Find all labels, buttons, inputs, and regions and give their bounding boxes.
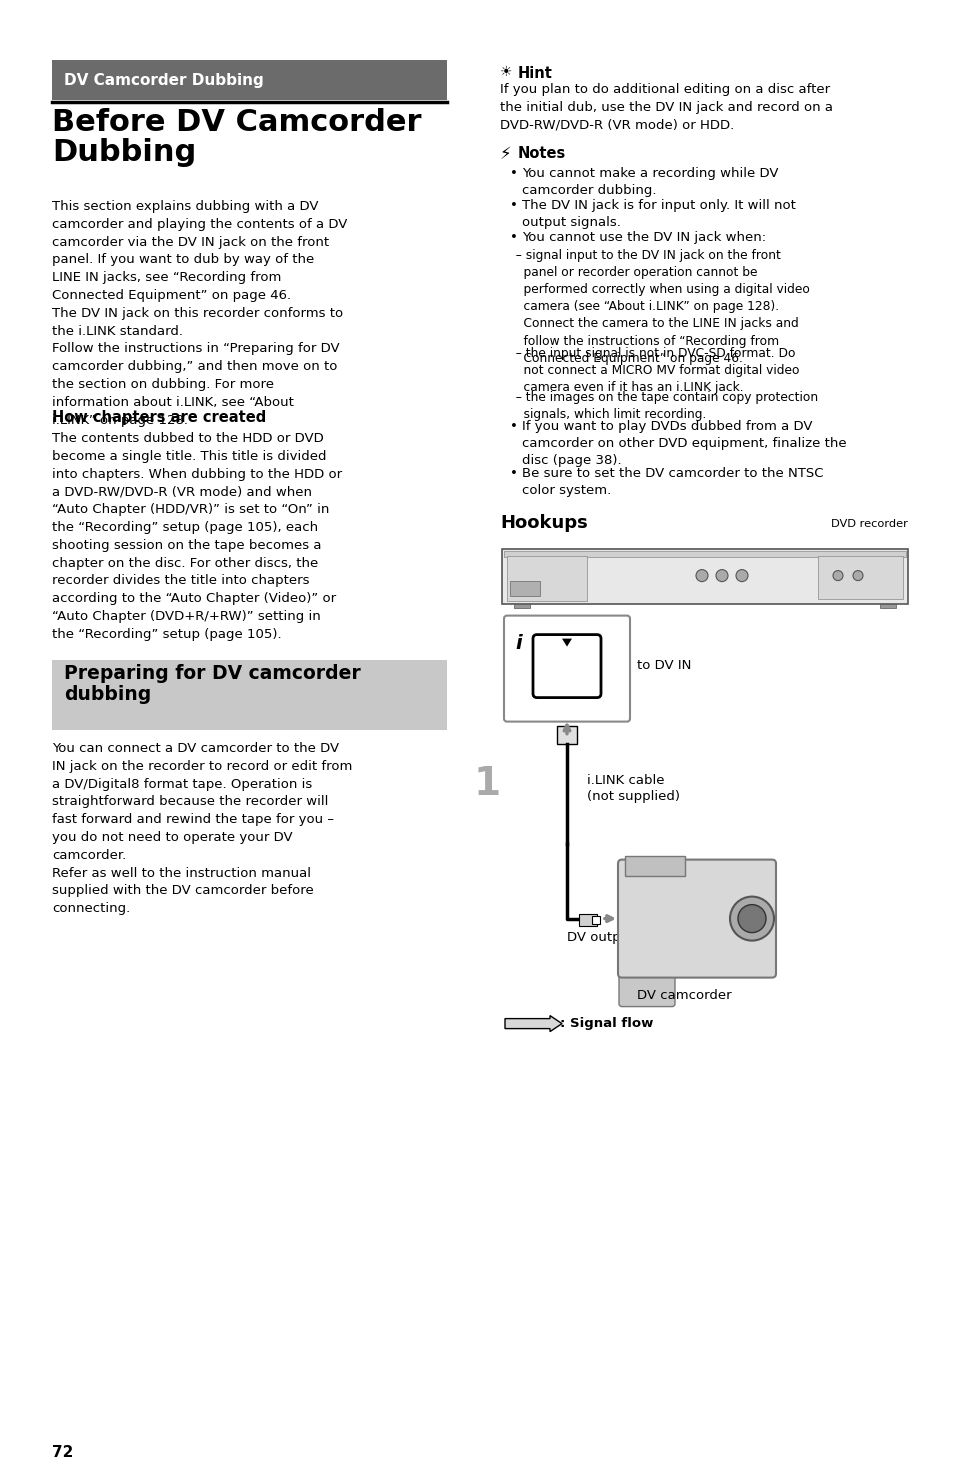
Text: If you plan to do additional editing on a disc after
the initial dub, use the DV: If you plan to do additional editing on … bbox=[499, 83, 832, 131]
Text: You cannot make a recording while DV
camcorder dubbing.: You cannot make a recording while DV cam… bbox=[521, 168, 778, 197]
Text: You cannot use the DV IN jack when:: You cannot use the DV IN jack when: bbox=[521, 231, 765, 245]
Text: How chapters are created: How chapters are created bbox=[52, 409, 266, 426]
Text: Hookups: Hookups bbox=[499, 513, 587, 531]
Text: The contents dubbed to the HDD or DVD
become a single title. This title is divid: The contents dubbed to the HDD or DVD be… bbox=[52, 432, 342, 641]
Text: •: • bbox=[510, 168, 517, 179]
FancyBboxPatch shape bbox=[533, 635, 600, 697]
Text: – the images on the tape contain copy protection
    signals, which limit record: – the images on the tape contain copy pr… bbox=[507, 390, 818, 421]
FancyBboxPatch shape bbox=[503, 615, 629, 722]
FancyArrow shape bbox=[504, 1016, 561, 1032]
Circle shape bbox=[852, 571, 862, 581]
Text: DV camcorder: DV camcorder bbox=[637, 989, 731, 1001]
Bar bbox=[514, 604, 530, 608]
Text: – the input signal is not in DVC-SD format. Do
    not connect a MICRO MV format: – the input signal is not in DVC-SD form… bbox=[507, 347, 799, 394]
Text: Notes: Notes bbox=[517, 145, 566, 162]
Bar bbox=[52, 660, 447, 730]
Text: If you want to play DVDs dubbed from a DV
camcorder on other DVD equipment, fina: If you want to play DVDs dubbed from a D… bbox=[521, 420, 845, 467]
FancyBboxPatch shape bbox=[618, 860, 775, 977]
Bar bbox=[578, 914, 597, 925]
Text: •: • bbox=[510, 199, 517, 212]
Bar bbox=[503, 550, 905, 556]
Circle shape bbox=[716, 569, 727, 581]
Bar bbox=[501, 549, 907, 604]
Circle shape bbox=[696, 569, 707, 581]
Text: Hint: Hint bbox=[517, 67, 553, 82]
Text: •: • bbox=[510, 231, 517, 245]
Bar bbox=[817, 556, 902, 599]
Circle shape bbox=[729, 897, 773, 940]
Text: DV Camcorder Dubbing: DV Camcorder Dubbing bbox=[64, 73, 263, 87]
Text: •: • bbox=[510, 420, 517, 433]
FancyBboxPatch shape bbox=[618, 973, 675, 1007]
Text: i: i bbox=[516, 633, 521, 653]
Text: Before DV Camcorder
Dubbing: Before DV Camcorder Dubbing bbox=[52, 108, 421, 168]
Text: DVD recorder: DVD recorder bbox=[830, 519, 907, 528]
Text: Be sure to set the DV camcorder to the NTSC
color system.: Be sure to set the DV camcorder to the N… bbox=[521, 467, 822, 497]
Text: ☀: ☀ bbox=[499, 65, 512, 79]
Text: – signal input to the DV IN jack on the front
    panel or recorder operation ca: – signal input to the DV IN jack on the … bbox=[507, 249, 809, 365]
Bar bbox=[624, 856, 684, 875]
Text: The DV IN jack is for input only. It will not
output signals.: The DV IN jack is for input only. It wil… bbox=[521, 199, 795, 230]
Text: •: • bbox=[510, 467, 517, 479]
Bar bbox=[52, 59, 447, 99]
Text: : Signal flow: : Signal flow bbox=[559, 1017, 653, 1031]
Circle shape bbox=[738, 905, 765, 933]
Text: DV output: DV output bbox=[566, 931, 634, 943]
Bar bbox=[506, 556, 586, 601]
Text: ⚡: ⚡ bbox=[499, 145, 511, 163]
Bar bbox=[879, 604, 895, 608]
Text: i.LINK cable
(not supplied): i.LINK cable (not supplied) bbox=[586, 774, 679, 804]
Polygon shape bbox=[561, 639, 572, 647]
Text: to DV IN: to DV IN bbox=[637, 658, 691, 672]
Text: You can connect a DV camcorder to the DV
IN jack on the recorder to record or ed: You can connect a DV camcorder to the DV… bbox=[52, 742, 352, 915]
Bar bbox=[592, 915, 599, 924]
Bar bbox=[510, 581, 539, 596]
Bar bbox=[557, 725, 577, 743]
Text: This section explains dubbing with a DV
camcorder and playing the contents of a : This section explains dubbing with a DV … bbox=[52, 200, 347, 427]
Circle shape bbox=[735, 569, 747, 581]
Circle shape bbox=[832, 571, 842, 581]
Text: 1: 1 bbox=[473, 765, 500, 802]
Text: 72: 72 bbox=[52, 1444, 73, 1459]
Text: Preparing for DV camcorder
dubbing: Preparing for DV camcorder dubbing bbox=[64, 664, 360, 703]
